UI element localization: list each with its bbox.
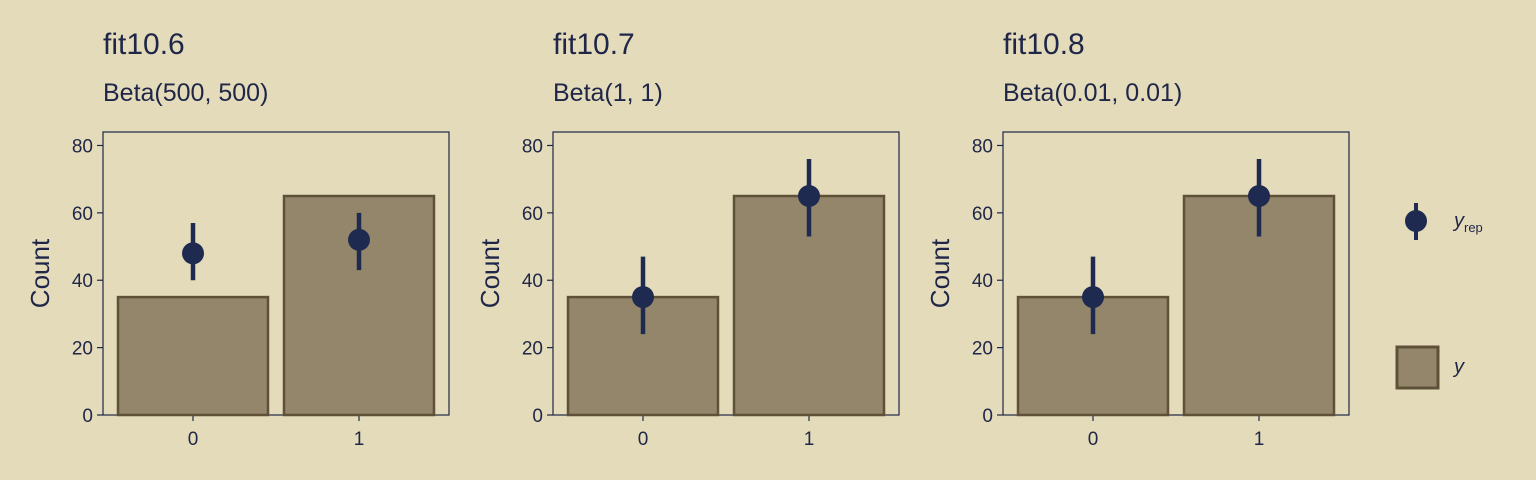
- y-tick-label: 0: [982, 406, 993, 427]
- y-tick-label: 60: [972, 204, 993, 225]
- y-tick-label: 40: [522, 271, 543, 292]
- y-tick-label: 60: [72, 204, 93, 225]
- panel-border: [1002, 131, 1350, 416]
- y-tick-label: 80: [72, 136, 93, 157]
- panel-subtitle: Beta(500, 500): [103, 79, 268, 107]
- panel-title: fit10.8: [1003, 28, 1085, 61]
- yrep-point: [798, 185, 820, 208]
- x-tick-label: 1: [354, 429, 365, 450]
- y-tick-label: 60: [522, 204, 543, 225]
- legend: yrep y: [1395, 203, 1483, 390]
- legend-y-swatch: [1395, 345, 1440, 390]
- y-tick-label: 20: [72, 339, 93, 360]
- panel-border: [552, 131, 900, 416]
- y-axis-label: Count: [475, 238, 505, 308]
- x-tick-label: 1: [1254, 429, 1265, 450]
- panel-subtitle: Beta(1, 1): [553, 79, 663, 107]
- y-axis-label: Count: [925, 238, 955, 308]
- legend-y-label: y: [1452, 356, 1465, 378]
- x-tick-label: 0: [638, 429, 649, 450]
- y-tick-label: 40: [972, 271, 993, 292]
- y-tick-label: 20: [522, 339, 543, 360]
- yrep-point: [1248, 185, 1270, 208]
- panel-1: fit10.6 Beta(500, 500) 0 20 40 60 80 Count 0 1: [25, 28, 450, 450]
- legend-yrep-label: yrep: [1452, 210, 1483, 235]
- panel-border: [102, 131, 450, 416]
- y-tick-label: 0: [82, 406, 93, 427]
- panel-2: fit10.7 Beta(1, 1) 0 20 40 60 80 Count 0 1: [475, 28, 900, 450]
- yrep-point: [632, 286, 654, 309]
- y-tick-label: 80: [972, 136, 993, 157]
- yrep-point: [182, 242, 204, 265]
- panel-title: fit10.6: [103, 28, 185, 61]
- x-tick-label: 0: [188, 429, 199, 450]
- y-axis-label: Count: [25, 238, 55, 308]
- legend-key-y: y: [1395, 345, 1465, 390]
- yrep-point: [348, 228, 370, 251]
- yrep-point: [1082, 286, 1104, 309]
- panel-subtitle: Beta(0.01, 0.01): [1003, 79, 1182, 107]
- y-tick-label: 20: [972, 339, 993, 360]
- legend-key-yrep: yrep: [1405, 203, 1483, 240]
- bar-y: [116, 295, 270, 417]
- panel-3: fit10.8 Beta(0.01, 0.01) 0 20 40 60 80 Count 0 1: [925, 28, 1350, 450]
- y-tick-label: 80: [522, 136, 543, 157]
- x-tick-label: 1: [804, 429, 815, 450]
- legend-yrep-point: [1405, 210, 1427, 232]
- y-tick-label: 40: [72, 271, 93, 292]
- y-tick-label: 0: [532, 406, 543, 427]
- x-tick-label: 0: [1088, 429, 1099, 450]
- panel-title: fit10.7: [553, 28, 635, 61]
